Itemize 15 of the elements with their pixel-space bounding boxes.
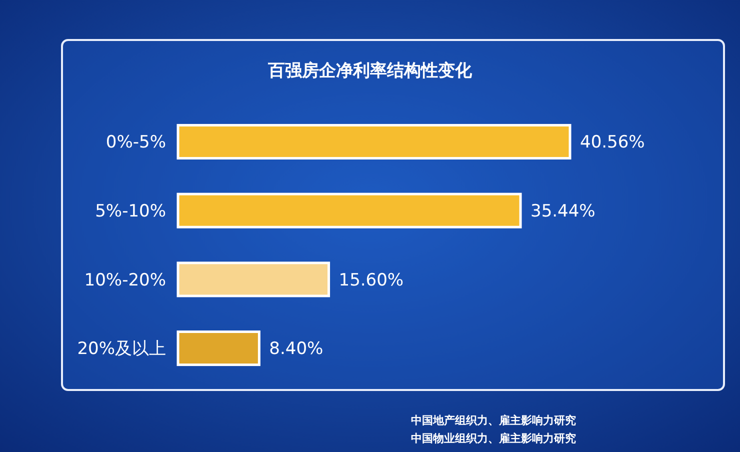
y-tick-label: 20%及以上 — [77, 339, 166, 360]
y-tick-label: 5%-10% — [95, 202, 166, 222]
text: 中国物业组织力、雇主影响力研究 — [411, 432, 576, 445]
data-label: 35.44% — [530, 202, 596, 222]
bar — [176, 124, 572, 160]
bar — [176, 192, 522, 228]
data-label: 40.56% — [580, 132, 645, 153]
y-tick-label: 0%-5% — [106, 132, 166, 153]
bar — [176, 330, 260, 366]
data-label: 15.60% — [338, 270, 404, 290]
y-tick-label: 10%-20% — [84, 270, 166, 290]
bar — [176, 262, 330, 298]
chart-title: 百强房企净利率结构性变化 — [267, 61, 473, 81]
text: 中国地产组织力、雇主影响力研究 — [411, 414, 576, 427]
data-label: 8.40% — [269, 339, 324, 360]
